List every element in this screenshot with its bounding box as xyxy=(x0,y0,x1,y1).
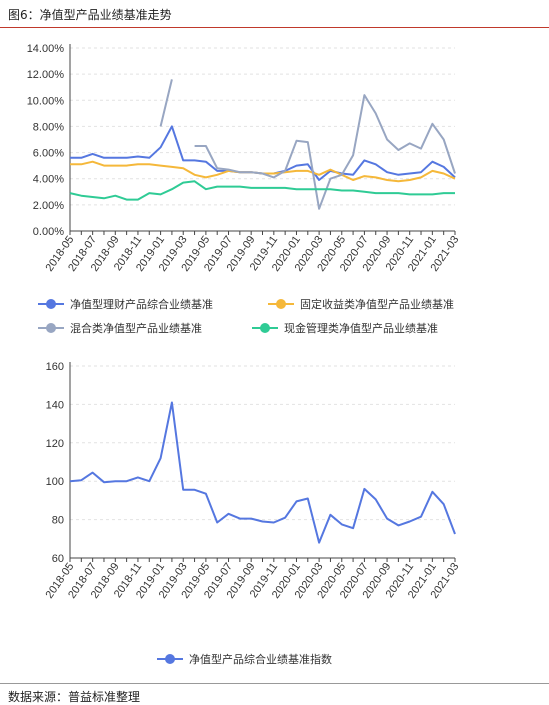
legend-item-s4[interactable]: 现金管理类净值型产品业绩基准 xyxy=(252,320,438,336)
y-tick-label: 2.00% xyxy=(33,200,64,212)
legend-label-index: 净值型产品综合业绩基准指数 xyxy=(189,653,332,666)
figure-title: 图6：净值型产品业绩基准走势 xyxy=(8,8,172,22)
legend-item-index[interactable]: 净值型产品综合业绩基准指数 xyxy=(157,651,332,667)
legend-item-s3[interactable]: 混合类净值型产品业绩基准 xyxy=(38,320,202,336)
title-rule xyxy=(0,27,549,28)
y-tick-label: 120 xyxy=(46,438,64,450)
y-tick-label: 14.00% xyxy=(27,43,65,55)
legend-label-s1: 净值型理财产品综合业绩基准 xyxy=(70,298,213,311)
source-note: 数据来源：普益标准整理 xyxy=(8,690,141,704)
chart-2: 60801001201401602018-052018-072018-09201… xyxy=(43,361,461,601)
legend-marker-s4 xyxy=(252,323,278,333)
legend-label-s3: 混合类净值型产品业绩基准 xyxy=(70,322,202,335)
y-tick-label: 60 xyxy=(52,553,64,565)
y-tick-label: 80 xyxy=(52,515,64,527)
y-tick-label: 0.00% xyxy=(33,226,64,238)
y-tick-label: 12.00% xyxy=(27,69,65,81)
legend-item-s2[interactable]: 固定收益类净值型产品业绩基准 xyxy=(268,296,454,312)
series-line-4 xyxy=(69,180,455,201)
y-tick-label: 10.00% xyxy=(27,95,65,107)
y-tick-label: 100 xyxy=(46,476,64,488)
legend-marker-s1 xyxy=(38,299,64,309)
y-tick-label: 4.00% xyxy=(33,174,64,186)
legend-item-s1[interactable]: 净值型理财产品综合业绩基准 xyxy=(38,296,213,312)
series-line-1 xyxy=(69,401,456,544)
y-tick-label: 140 xyxy=(46,399,64,411)
source-rule xyxy=(0,683,549,684)
legend-marker-index xyxy=(157,654,183,664)
series-line-3 xyxy=(159,79,456,210)
series-line-1 xyxy=(70,125,456,181)
legend-marker-s3 xyxy=(38,323,64,333)
legend-label-s4: 现金管理类净值型产品业绩基准 xyxy=(284,322,438,335)
y-tick-label: 160 xyxy=(46,361,64,373)
chart-1: 0.00% 2.00% 4.00% 6.00% 8.00% 10.00% 12.00% 14.… xyxy=(27,43,462,274)
y-tick-label: 8.00% xyxy=(33,121,64,133)
legend-marker-s2 xyxy=(268,299,294,309)
legend-label-s2: 固定收益类净值型产品业绩基准 xyxy=(300,298,454,311)
y-tick-label: 6.00% xyxy=(33,148,64,160)
